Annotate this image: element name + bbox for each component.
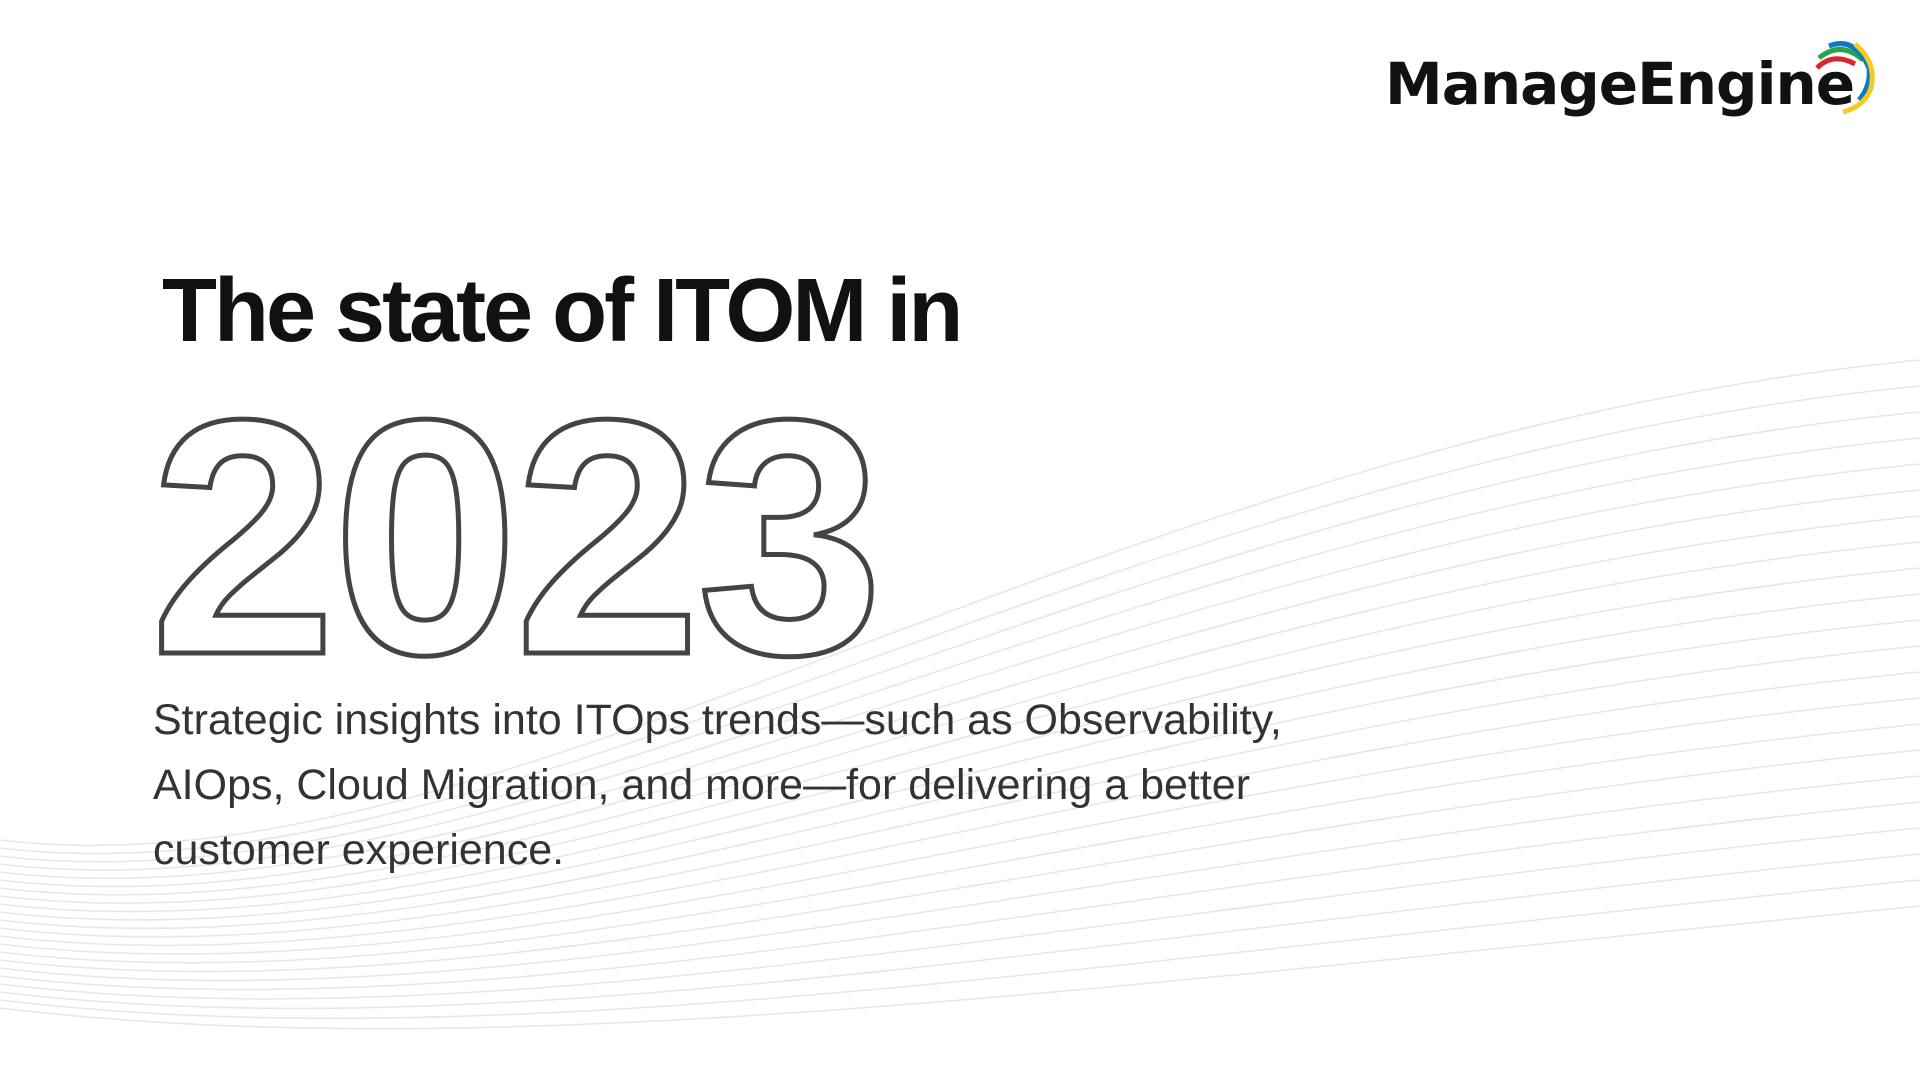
page-title: The state of ITOM in: [162, 261, 963, 361]
manageengine-logo: ManageEngine: [1385, 38, 1875, 133]
wave-line: [0, 463, 1920, 879]
wave-line: [0, 541, 1920, 904]
wave-line: [0, 879, 1920, 1020]
wave-line: [0, 437, 1920, 871]
wave-line: [0, 905, 1920, 1030]
wave-line: [0, 619, 1920, 930]
wave-line: [0, 515, 1920, 896]
wave-line: [0, 593, 1920, 921]
logo-text: ManageEngine: [1385, 50, 1855, 118]
wave-line: [0, 359, 1920, 847]
wave-line: [0, 749, 1920, 973]
year-outline: 2023: [147, 350, 885, 724]
wave-line: [0, 827, 1920, 1000]
wave-line: [0, 567, 1920, 913]
wave-line: [0, 489, 1920, 888]
wave-line: [0, 411, 1920, 863]
wave-line: [0, 385, 1920, 855]
wave-line: [0, 853, 1920, 1010]
wave-line: [0, 775, 1920, 982]
subtitle: Strategic insights into ITOps trends—suc…: [153, 696, 1282, 874]
wave-line: [0, 671, 1920, 947]
wave-line: [0, 723, 1920, 964]
wave-line: [0, 697, 1920, 955]
wave-line: [0, 801, 1920, 991]
logo-arcs-icon: [1815, 41, 1875, 115]
wave-line: [0, 645, 1920, 938]
